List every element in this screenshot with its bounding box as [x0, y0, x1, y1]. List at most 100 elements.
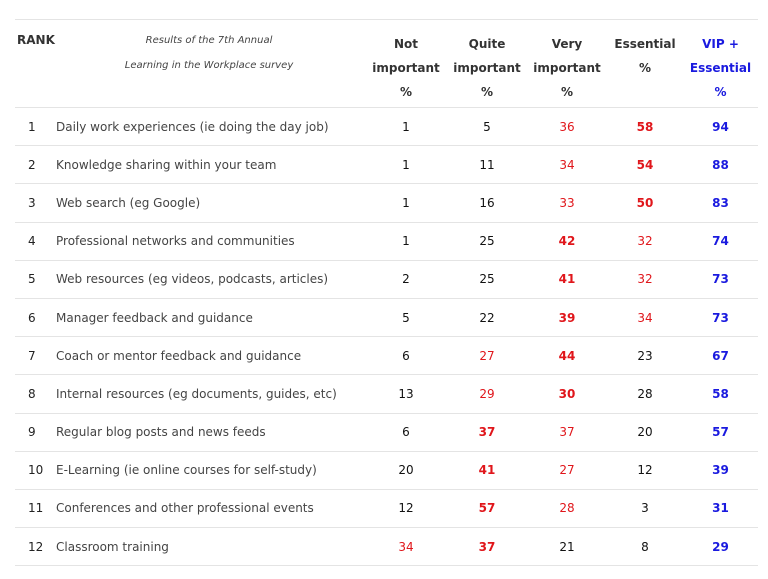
not-important-header: Not important %: [365, 20, 447, 108]
quite-important-cell: 27: [479, 348, 495, 363]
essential-cell: 23: [637, 348, 653, 363]
not-important-cell: 6: [402, 348, 410, 363]
essential-header-line-1: Essential: [614, 37, 676, 51]
vip-essential-header-line-1: VIP +: [702, 37, 739, 51]
survey-results-table: RANK Results of the 7th Annual Learning …: [15, 19, 758, 566]
essential-header-line-2: %: [638, 61, 652, 75]
table-title: Results of the 7th Annual Learning in th…: [53, 20, 365, 108]
not-important-header-line-1: Not: [393, 37, 419, 51]
table-body: 1 Daily work experiences (ie doing the d…: [15, 108, 758, 566]
not-important-cell: 6: [402, 425, 410, 440]
very-important-cell: 41: [558, 272, 576, 287]
rank-cell: 4: [28, 234, 36, 249]
quite-important-cell: 57: [478, 501, 496, 516]
quite-important-cell: 22: [479, 310, 495, 325]
table-row: 8 Internal resources (eg documents, guid…: [15, 375, 758, 413]
rank-cell: 12: [28, 539, 44, 554]
essential-cell: 34: [637, 310, 653, 325]
item-cell: Professional networks and communities: [56, 234, 295, 249]
table-row: 11 Conferences and other professional ev…: [15, 489, 758, 528]
very-important-header-line-1: Very: [551, 37, 583, 51]
essential-cell: 3: [641, 501, 649, 516]
not-important-cell: 5: [402, 310, 410, 325]
rank-cell: 7: [28, 348, 36, 363]
table-row: 3 Web search (eg Google) 1 16 33 50 83: [15, 184, 758, 223]
quite-important-cell: 41: [478, 463, 496, 478]
table-row: 9 Regular blog posts and news feeds 6 37…: [15, 413, 758, 452]
very-important-cell: 27: [559, 463, 575, 478]
rank-cell: 3: [28, 195, 36, 210]
very-important-cell: 21: [559, 539, 575, 554]
rank-cell: 11: [28, 501, 44, 516]
very-important-cell: 33: [559, 195, 575, 210]
header-row: RANK Results of the 7th Annual Learning …: [15, 19, 758, 108]
very-important-cell: 34: [559, 157, 575, 172]
not-important-cell: 1: [402, 234, 410, 249]
vip-essential-cell: 58: [712, 386, 729, 401]
table-row: 4 Professional networks and communities …: [15, 222, 758, 261]
quite-important-header-line-2: important: [453, 61, 521, 75]
item-cell: Manager feedback and guidance: [56, 310, 253, 325]
quite-important-header: Quite important %: [447, 20, 527, 108]
not-important-cell: 20: [398, 463, 414, 478]
very-important-header-line-3: %: [560, 85, 574, 99]
not-important-header-line-3: %: [399, 85, 413, 99]
not-important-cell: 2: [402, 272, 410, 287]
very-important-cell: 44: [558, 348, 576, 363]
vip-essential-header-line-3: %: [714, 85, 727, 99]
item-cell: Regular blog posts and news feeds: [56, 425, 266, 440]
item-cell: Conferences and other professional event…: [56, 501, 314, 516]
quite-important-header-line-3: %: [480, 85, 494, 99]
vip-essential-cell: 83: [712, 195, 729, 210]
essential-cell: 32: [637, 234, 653, 249]
rank-cell: 5: [28, 272, 36, 287]
rank-cell: 9: [28, 425, 36, 440]
item-cell: Classroom training: [56, 539, 169, 554]
very-important-header: Very important %: [527, 20, 607, 108]
very-important-header-line-2: important: [533, 61, 601, 75]
very-important-cell: 39: [558, 310, 576, 325]
table-header: RANK Results of the 7th Annual Learning …: [15, 19, 758, 108]
quite-important-header-line-1: Quite: [468, 37, 506, 51]
rank-cell: 10: [28, 463, 44, 478]
essential-cell: 50: [636, 195, 654, 210]
item-cell: Knowledge sharing within your team: [56, 157, 277, 172]
table-title-line-1: Results of the 7th Annual: [145, 35, 273, 46]
very-important-cell: 37: [559, 425, 575, 440]
quite-important-cell: 29: [479, 386, 495, 401]
vip-essential-cell: 57: [712, 425, 729, 440]
vip-essential-cell: 73: [712, 272, 729, 287]
item-cell: Web resources (eg videos, podcasts, arti…: [56, 272, 329, 287]
not-important-cell: 13: [398, 386, 414, 401]
quite-important-cell: 37: [478, 539, 496, 554]
essential-cell: 54: [636, 157, 654, 172]
quite-important-cell: 16: [479, 195, 495, 210]
essential-cell: 28: [637, 386, 653, 401]
rank-cell: 8: [28, 386, 36, 401]
vip-essential-cell: 67: [712, 348, 729, 363]
table-title-line-2: Learning in the Workplace survey: [124, 60, 294, 71]
table-row: 6 Manager feedback and guidance 5 22 39 …: [15, 298, 758, 337]
table-row: 5 Web resources (eg videos, podcasts, ar…: [15, 260, 758, 299]
table-row: 10 E-Learning (ie online courses for sel…: [15, 451, 758, 490]
quite-important-cell: 25: [479, 272, 495, 287]
item-cell: Coach or mentor feedback and guidance: [56, 348, 302, 363]
table-row: 12 Classroom training 34 37 21 8 29: [15, 528, 758, 566]
quite-important-cell: 25: [479, 234, 495, 249]
table-row: 1 Daily work experiences (ie doing the d…: [15, 108, 758, 146]
vip-essential-cell: 73: [712, 310, 729, 325]
vip-essential-cell: 94: [712, 119, 729, 134]
item-cell: Daily work experiences (ie doing the day…: [56, 119, 329, 134]
essential-cell: 32: [637, 272, 653, 287]
not-important-cell: 34: [398, 539, 414, 554]
essential-header: Essential %: [607, 20, 683, 108]
item-cell: Web search (eg Google): [56, 195, 201, 210]
rank-header: RANK: [17, 33, 55, 47]
vip-essential-cell: 29: [712, 539, 729, 554]
item-cell: E-Learning (ie online courses for self-s…: [56, 463, 317, 478]
quite-important-cell: 5: [483, 119, 491, 134]
rank-cell: 2: [28, 157, 36, 172]
rank-cell: 1: [28, 119, 36, 134]
quite-important-cell: 37: [478, 425, 496, 440]
quite-important-cell: 11: [479, 157, 495, 172]
